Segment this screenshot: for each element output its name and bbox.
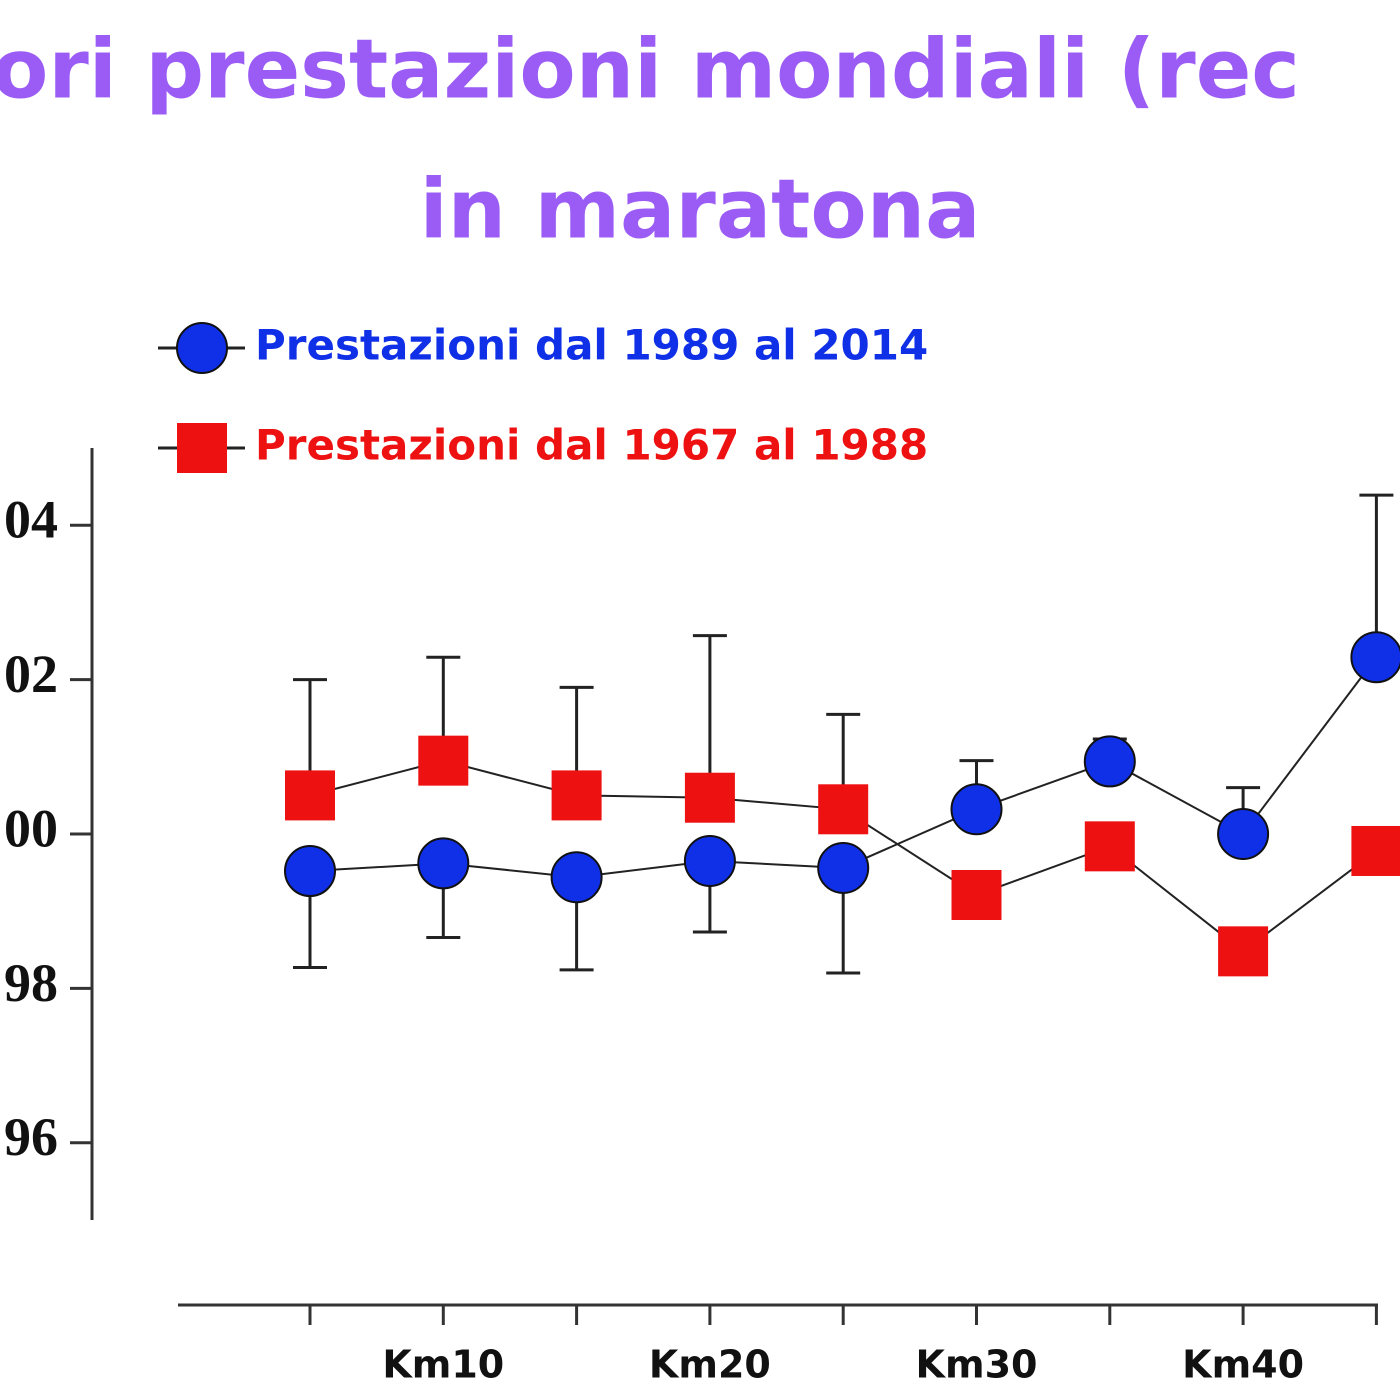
- data-point: [285, 770, 335, 821]
- data-point: [1350, 631, 1400, 684]
- data-point: [418, 735, 469, 786]
- data-point: [1083, 735, 1136, 788]
- data-point: [1351, 825, 1400, 876]
- legend-label: Prestazioni dal 1989 al 2014: [255, 321, 928, 370]
- x-tick-label: Km20: [649, 1343, 771, 1387]
- y-tick-label: 96: [4, 1107, 58, 1167]
- data-point: [950, 783, 1003, 836]
- data-point: [550, 851, 603, 904]
- y-tick-label: 00: [4, 798, 58, 858]
- x-tick-label: Km10: [382, 1343, 504, 1387]
- error-bar: [692, 634, 727, 798]
- data-point: [1217, 808, 1270, 860]
- error-bar: [1359, 493, 1394, 658]
- legend-marker: [176, 322, 228, 374]
- data-point: [284, 845, 336, 898]
- data-point: [1084, 821, 1135, 872]
- data-point: [817, 841, 870, 894]
- legend-label: Prestazioni dal 1967 al 1988: [255, 421, 928, 470]
- chart-title: in maratona: [420, 162, 981, 257]
- data-point: [683, 835, 736, 888]
- chart-title: ori prestazioni mondiali (rec: [0, 22, 1300, 117]
- legend-marker: [177, 423, 227, 473]
- x-tick-label: Km30: [916, 1343, 1038, 1387]
- data-point: [417, 837, 470, 890]
- data-point: [684, 772, 735, 823]
- data-point: [951, 869, 1002, 920]
- x-tick-label: Km40: [1182, 1343, 1304, 1387]
- data-point: [1218, 926, 1269, 977]
- data-point: [551, 770, 602, 821]
- data-point: [818, 784, 869, 835]
- y-tick-label: 04: [4, 490, 58, 550]
- y-tick-label: 98: [4, 953, 58, 1013]
- y-tick-label: 02: [4, 644, 58, 704]
